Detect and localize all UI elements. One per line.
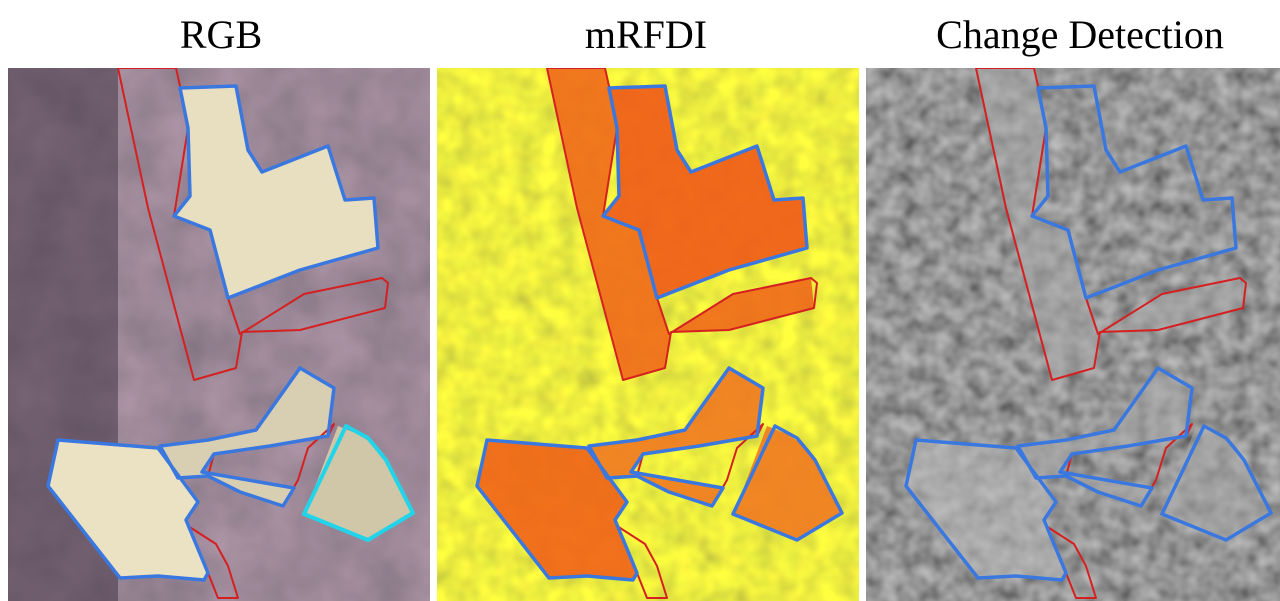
panel-title: Change Detection — [936, 12, 1224, 57]
mrfdi-panel — [437, 68, 859, 601]
page: RGB mRFDI Change Detection — [0, 0, 1280, 601]
panel-title: RGB — [180, 12, 262, 57]
panel-title: mRFDI — [585, 12, 707, 57]
figure: RGB mRFDI Change Detection — [0, 0, 1280, 601]
change-detection-panel — [866, 68, 1280, 601]
rgb-panel — [8, 68, 430, 601]
